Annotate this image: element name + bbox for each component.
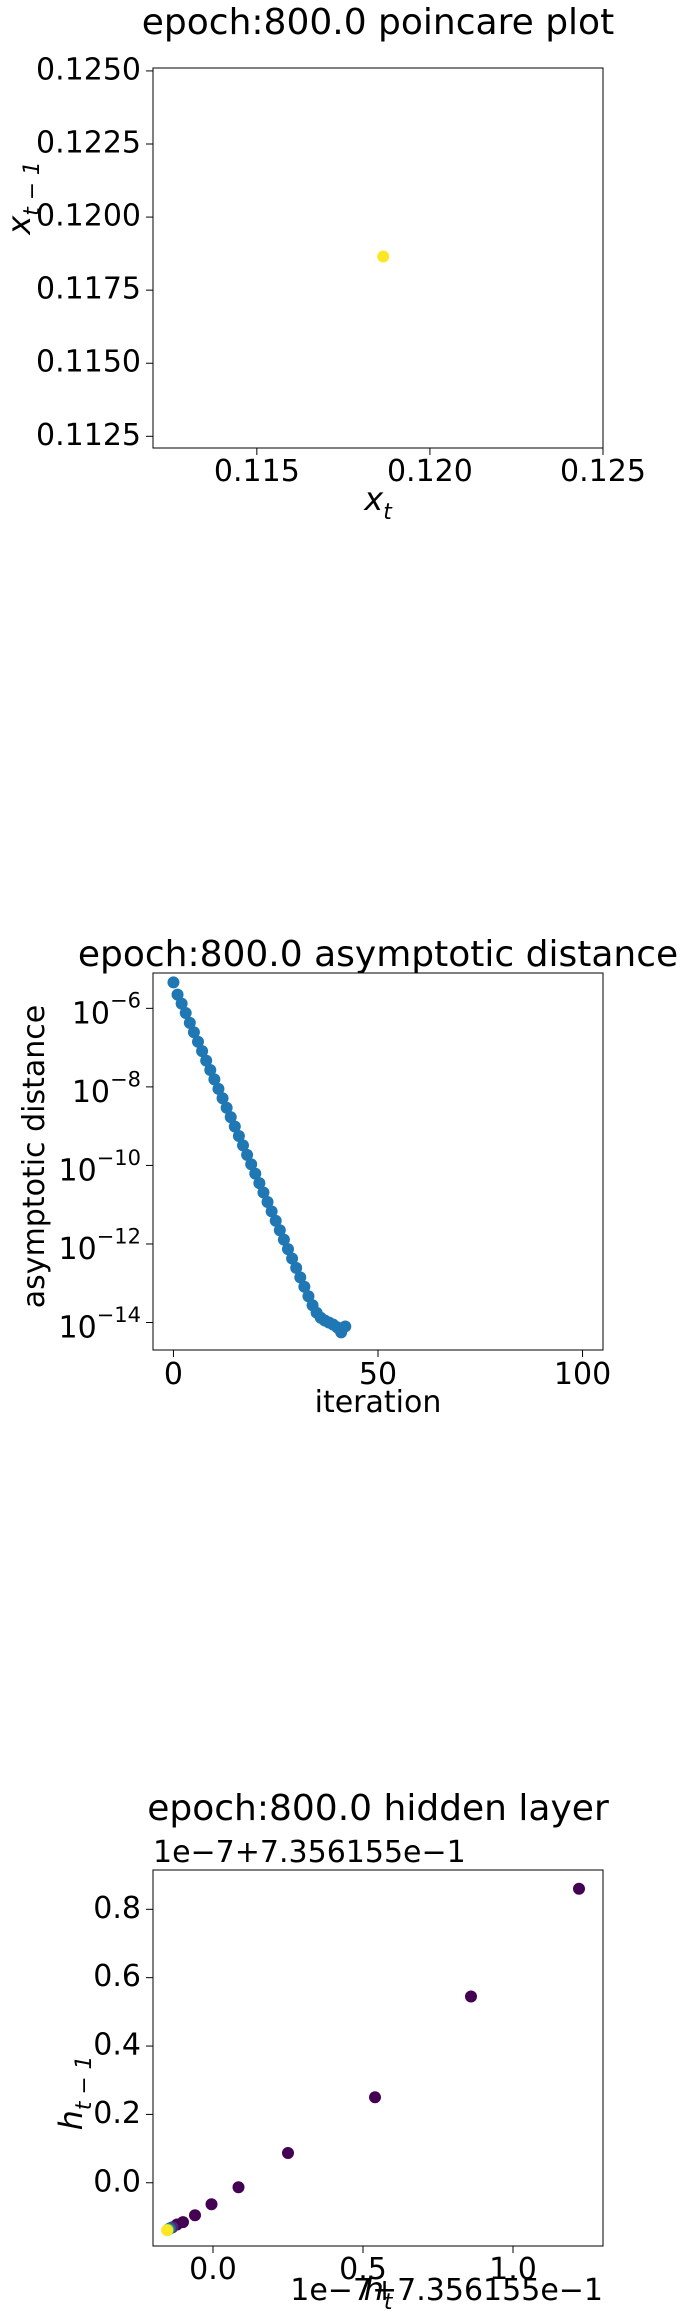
data-point [377, 250, 390, 263]
data-point [196, 1045, 209, 1058]
data-point [249, 1167, 262, 1180]
data-point [175, 997, 188, 1010]
data-point [232, 1129, 245, 1142]
x-offset-label: 1e−7+7.356155e−1 [290, 2273, 603, 2308]
data-point [183, 1016, 196, 1029]
data-point [282, 2147, 294, 2160]
chart-title: epoch:800.0 poincare plot [142, 2, 614, 43]
data-point [232, 2181, 245, 2194]
x-tick-label: 1.0 [489, 2252, 537, 2287]
y-tick-label: 0.0 [93, 2164, 141, 2199]
plot-frame [152, 972, 604, 1351]
plot-frame [152, 67, 604, 449]
y-tick-label: 10−14 [58, 1303, 141, 1345]
x-axis-label: xt [363, 480, 393, 525]
x-tick-label: 50 [359, 1357, 397, 1392]
data-point [228, 1120, 241, 1133]
data-point [220, 1101, 233, 1114]
y-tick-label: 0.1175 [36, 272, 141, 307]
data-point [339, 1320, 352, 1333]
y-tick-label: 0.1250 [36, 52, 141, 87]
data-point [298, 1280, 311, 1293]
data-point [205, 2198, 218, 2211]
data-point [286, 1252, 299, 1265]
data-point [216, 1092, 229, 1105]
data-point [208, 1073, 221, 1086]
data-point [179, 1007, 192, 1020]
y-tick-label: 10−12 [58, 1224, 141, 1266]
data-point [167, 976, 180, 989]
x-tick-label: 100 [554, 1357, 611, 1392]
y-tick-label: 0.1125 [36, 418, 141, 453]
data-point [261, 1195, 274, 1208]
data-point [257, 1186, 270, 1199]
data-point [273, 1224, 286, 1237]
data-point [277, 1233, 290, 1246]
data-point [237, 1139, 249, 1152]
data-point [369, 2091, 381, 2104]
data-point [241, 1148, 254, 1161]
y-tick-label: 0.2 [93, 2096, 141, 2131]
poincare-chart: epoch:800.0 poincare plot 0.115 0.120 0.125… [0, 2, 646, 525]
y-tick-label: 0.1200 [36, 199, 141, 234]
y-tick-label: 0.1225 [36, 126, 141, 161]
data-point [294, 1271, 307, 1284]
data-point [212, 1082, 225, 1095]
hidden-layer-chart: epoch:800.0 hidden layer 1e−7+7.356155e−1… [52, 1788, 609, 2315]
y-tick-label: 0.1150 [36, 345, 141, 380]
x-axis-label: iteration [315, 1385, 442, 1420]
y-tick-label: 10−6 [72, 989, 141, 1031]
x-tick-label: 0 [164, 1357, 183, 1392]
y-tick-label: 0.8 [93, 1891, 141, 1926]
plot-frame [152, 1869, 604, 2247]
data-point [265, 1205, 278, 1218]
x-tick-label: 0.125 [560, 454, 646, 489]
asymptotic-distance-chart: epoch:800.0 asymptotic distance 0 50 100 10−… [17, 934, 678, 1420]
data-point [253, 1177, 266, 1190]
data-point [282, 1243, 294, 1256]
x-tick-label: 0.120 [387, 454, 473, 489]
x-axis-label: ht [364, 2270, 394, 2315]
y-axis-label: xt − 1 [0, 161, 45, 235]
x-tick-label: 0.5 [339, 2252, 387, 2287]
y-axis-label: ht − 1 [52, 2056, 97, 2131]
chart-title: epoch:800.0 hidden layer [147, 1788, 609, 1829]
data-point [171, 988, 184, 1001]
data-point [192, 1035, 204, 1048]
data-point [290, 1261, 303, 1274]
y-axis-label: asymptotic distance [17, 1005, 52, 1308]
data-point [187, 1026, 200, 1039]
x-tick-label: 0.115 [214, 454, 300, 489]
chart-title: epoch:800.0 asymptotic distance [78, 934, 678, 975]
data-point [204, 1063, 217, 1076]
data-point [161, 2224, 174, 2237]
data-point [269, 1214, 282, 1227]
data-point [189, 2209, 201, 2222]
data-point [245, 1158, 258, 1171]
y-tick-label: 0.4 [93, 2028, 141, 2063]
data-point [465, 1990, 477, 2003]
data-point [224, 1111, 237, 1124]
y-offset-label: 1e−7+7.356155e−1 [153, 1835, 466, 1870]
y-tick-label: 10−10 [58, 1146, 141, 1188]
data-point [302, 1290, 315, 1303]
x-tick-label: 0.0 [189, 2252, 237, 2287]
y-tick-label: 10−8 [72, 1067, 141, 1109]
data-point [573, 1882, 585, 1895]
data-point [200, 1054, 213, 1067]
y-tick-label: 0.6 [93, 1959, 141, 1994]
